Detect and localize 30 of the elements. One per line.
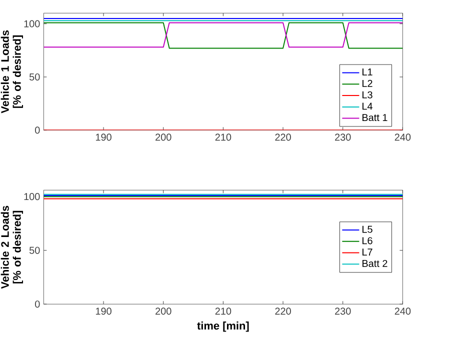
x-tick-label: 210 bbox=[215, 308, 232, 315]
y-tick-label: 50 bbox=[29, 73, 40, 80]
legend-label: L6 bbox=[362, 237, 372, 244]
legend-label: L1 bbox=[362, 68, 372, 76]
x-tick-label: 230 bbox=[335, 308, 351, 315]
legend-label: L7 bbox=[362, 248, 372, 256]
x-tick-label: 220 bbox=[275, 308, 291, 315]
x-tick-label: 190 bbox=[96, 308, 112, 315]
x-tick-label: 190 bbox=[96, 134, 112, 141]
legend-label: L3 bbox=[362, 91, 372, 98]
x-tick-label: 220 bbox=[275, 134, 291, 141]
y-axis-title: Vehicle 1 Loads [% of desired] bbox=[0, 30, 24, 114]
x-tick-label: 240 bbox=[394, 308, 411, 315]
x-tick-label: 230 bbox=[335, 134, 351, 141]
y-tick-label: 0 bbox=[35, 300, 40, 308]
x-tick-label: 200 bbox=[156, 308, 172, 315]
legend-label: L2 bbox=[362, 80, 372, 87]
y-axis-title: Vehicle 2 Loads [% of desired] bbox=[0, 206, 24, 289]
y-tick-label: 0 bbox=[35, 126, 40, 134]
x-axis-title: time [min] bbox=[197, 322, 249, 332]
x-tick-label: 240 bbox=[394, 134, 411, 141]
legend-label: L4 bbox=[362, 102, 372, 110]
y-tick-label: 100 bbox=[24, 193, 40, 200]
legend-label: L5 bbox=[362, 226, 372, 233]
legend-label: Batt 1 bbox=[362, 114, 388, 122]
x-tick-label: 200 bbox=[156, 134, 172, 141]
x-tick-label: 210 bbox=[215, 134, 232, 141]
legend-label: Batt 2 bbox=[362, 260, 388, 268]
y-tick-label: 50 bbox=[29, 246, 40, 254]
y-tick-label: 100 bbox=[24, 20, 40, 28]
